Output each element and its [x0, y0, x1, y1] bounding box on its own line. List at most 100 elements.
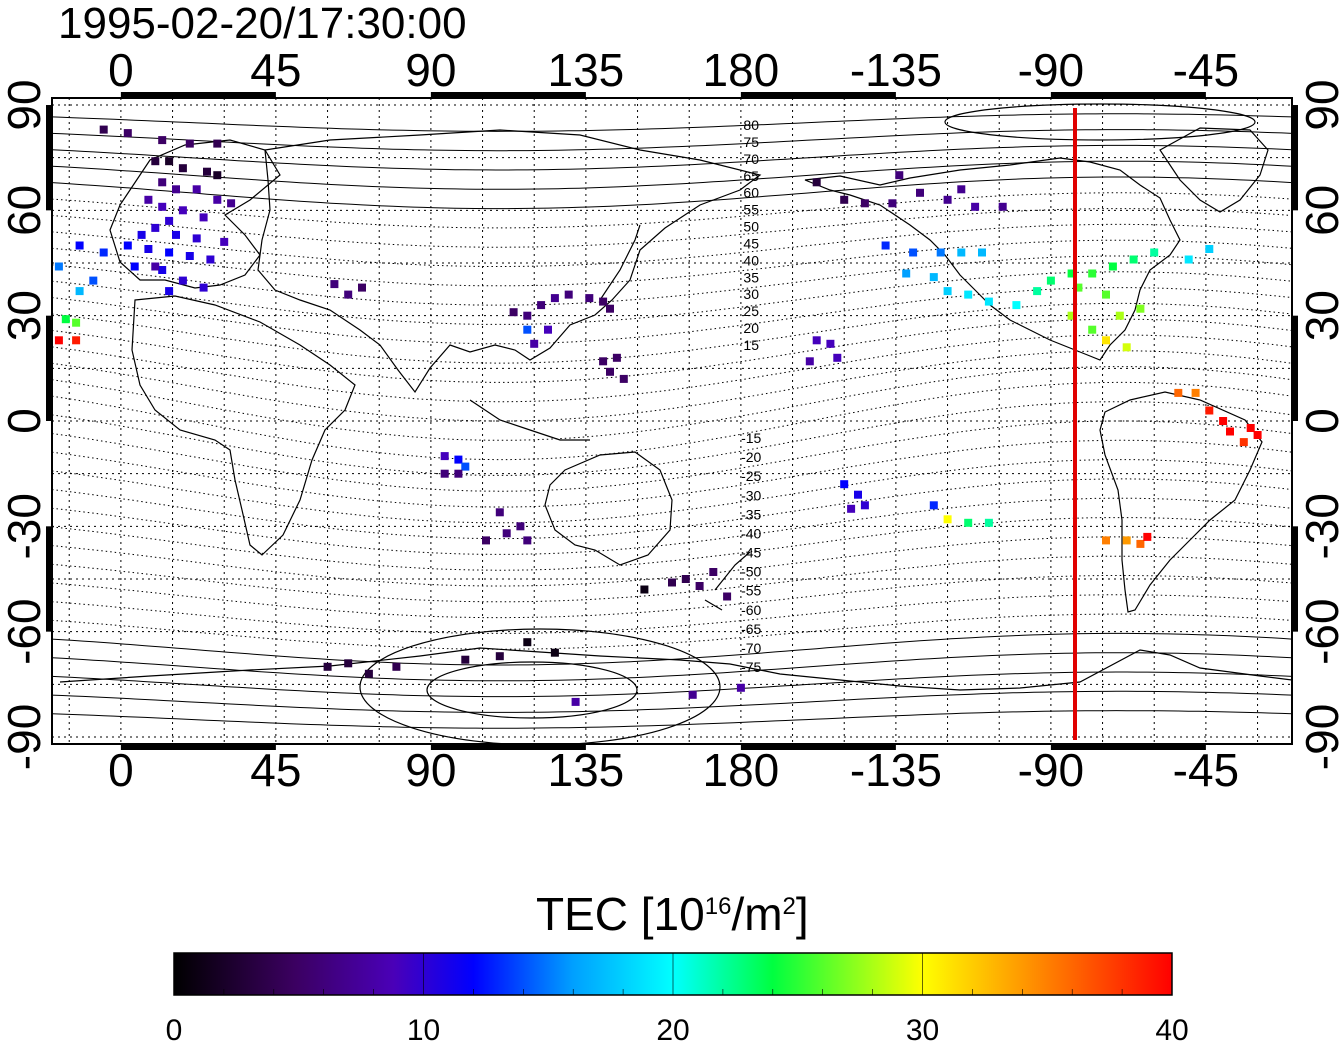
lat-tick-label-right: -30	[1296, 493, 1344, 559]
tec-point	[344, 659, 353, 668]
contour-line	[52, 613, 1292, 650]
tec-point	[185, 252, 194, 260]
coastlines	[59, 127, 1292, 691]
lat-tick-label-left: -90	[0, 704, 50, 770]
tec-point	[330, 280, 339, 289]
tec-point	[165, 287, 174, 296]
tec-point	[550, 294, 559, 303]
contour-line	[52, 113, 1292, 132]
lon-tick-label-bottom: -135	[850, 744, 942, 796]
tec-point	[1067, 269, 1076, 278]
tec-point	[895, 171, 904, 180]
tec-point	[1246, 424, 1255, 432]
tec-point	[213, 195, 222, 204]
tec-point	[523, 325, 532, 334]
tec-point	[502, 529, 511, 538]
tec-point	[158, 178, 167, 187]
tec-point	[1102, 536, 1110, 545]
tec-point	[805, 357, 814, 366]
contour-label: 55	[743, 202, 759, 218]
lon-tick-label-bottom: 0	[108, 744, 134, 796]
tec-point	[75, 241, 84, 250]
coastline-asia	[257, 129, 762, 394]
tec-point	[936, 248, 945, 257]
contour-label: -35	[741, 506, 761, 522]
contour-label: 20	[743, 320, 759, 336]
frame-bar-bottom	[120, 744, 276, 750]
tec-point	[461, 655, 470, 664]
tec-point	[1074, 283, 1083, 292]
tec-point	[957, 185, 966, 194]
tec-point	[606, 304, 614, 313]
tec-point	[978, 248, 986, 257]
contour-line	[52, 478, 1292, 540]
tec-point	[860, 501, 869, 510]
tec-point	[227, 199, 236, 208]
contour-line	[52, 690, 1292, 713]
tec-point	[165, 216, 174, 225]
tec-point	[165, 248, 174, 257]
tec-point	[220, 237, 229, 246]
tec-point	[964, 290, 973, 299]
lon-tick-label-top: 45	[250, 44, 301, 96]
tec-point	[544, 325, 552, 334]
colorbar-tick-label: 10	[407, 1014, 440, 1047]
tec-point	[178, 206, 187, 215]
frame-bar-left	[46, 526, 52, 632]
tec-point	[840, 480, 849, 489]
contour-label: -65	[741, 621, 761, 637]
tec-point	[1205, 245, 1214, 253]
contour-line	[52, 176, 1292, 210]
frame-bar-bottom	[740, 744, 896, 750]
tec-point	[537, 301, 546, 310]
lat-tick-label-right: -60	[1296, 598, 1344, 664]
tec-point	[203, 167, 211, 176]
tec-point	[812, 336, 821, 345]
contour-line	[52, 536, 1292, 587]
tec-point	[206, 255, 215, 264]
tec-point	[509, 308, 518, 317]
tec-point	[929, 273, 938, 282]
contour-line	[52, 129, 1292, 152]
contour-label: 75	[743, 134, 759, 150]
tec-point	[619, 374, 628, 383]
tec-point	[130, 262, 139, 271]
frame-bar-top	[740, 92, 896, 98]
tec-point	[943, 195, 952, 204]
tec-point	[943, 515, 952, 524]
tec-point	[75, 287, 84, 296]
tec-measurements	[54, 125, 1344, 706]
tec-point	[1336, 143, 1344, 151]
tec-point	[461, 462, 470, 471]
contour-label: 25	[743, 303, 759, 319]
lat-tick-label-left: 60	[0, 185, 50, 236]
tec-point	[1033, 287, 1042, 296]
contour-line	[52, 255, 1292, 306]
tec-point	[709, 568, 718, 576]
tec-point	[1136, 539, 1145, 548]
tec-point	[144, 245, 153, 253]
tec-point	[916, 188, 924, 197]
lon-tick-label-top: -90	[1018, 44, 1084, 96]
tec-point	[964, 518, 973, 527]
tec-point	[495, 508, 504, 517]
tec-point	[1102, 336, 1110, 345]
tec-point	[151, 157, 160, 166]
tec-point	[599, 357, 608, 366]
coastline-antarctica	[59, 647, 1292, 691]
lon-tick-label-top: -135	[850, 44, 942, 96]
lon-tick-label-bottom: 90	[405, 744, 456, 796]
tec-point	[99, 248, 108, 257]
tec-point	[668, 578, 676, 587]
tec-point	[1088, 269, 1097, 278]
contour-label: 30	[743, 286, 759, 302]
tec-point	[909, 248, 918, 257]
lat-tick-label-left: 30	[0, 290, 50, 341]
tec-point	[172, 230, 180, 239]
contour-line	[52, 594, 1292, 634]
tec-point	[957, 248, 966, 257]
tec-point	[695, 582, 704, 590]
tec-point	[971, 202, 980, 211]
